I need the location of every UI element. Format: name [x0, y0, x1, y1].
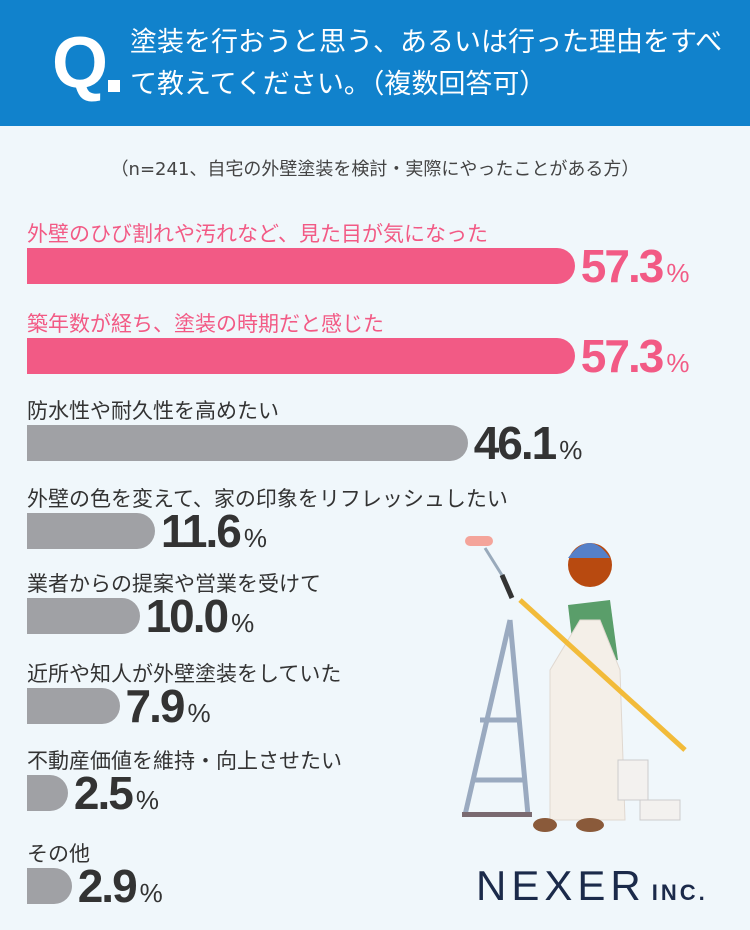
percent-sign: %: [666, 348, 690, 378]
bar: [27, 513, 155, 549]
category-label: 業者からの提案や営業を受けて: [27, 572, 321, 596]
logo-suffix: INC.: [651, 880, 708, 905]
sample-note: （n=241、自宅の外壁塗装を検討・実際にやったことがある方）: [110, 159, 640, 180]
q-dot: [108, 80, 120, 92]
value-label: 11.6%: [161, 504, 267, 558]
category-label: その他: [27, 842, 90, 866]
percent-sign: %: [187, 698, 211, 728]
logo-name: NEXER: [476, 862, 646, 909]
bar: [27, 775, 68, 811]
value-number: 2.5: [73, 767, 134, 819]
percent-sign: %: [559, 435, 583, 465]
ladder: [462, 619, 531, 816]
percent-sign: %: [135, 785, 159, 815]
category-label: 近所や知人が外壁塗装をしていた: [27, 662, 342, 686]
header: Q 塗装を行おうと思う、あるいは行った理由をすべて教えてください。（複数回答可）: [0, 0, 750, 126]
bar: [27, 868, 72, 904]
value-label: 57.3%: [581, 329, 690, 383]
percent-sign: %: [243, 523, 268, 553]
category-label: 外壁のひび割れや汚れなど、見た目が気になった: [27, 222, 488, 246]
category-label: 築年数が経ち、塗装の時期だと感じた: [27, 312, 384, 336]
category-label: 防水性や耐久性を高めたい: [27, 399, 279, 423]
value-number: 11.6: [160, 505, 242, 557]
value-number: 2.9: [77, 860, 138, 912]
bar: [27, 688, 120, 724]
nexer-logo: NEXER INC.: [476, 862, 708, 910]
bar: [27, 338, 575, 374]
value-label: 2.5%: [74, 766, 159, 820]
value-number: 57.3: [580, 240, 665, 292]
bar: [27, 598, 140, 634]
value-number: 7.9: [125, 680, 186, 732]
category-label: 外壁の色を変えて、家の印象をリフレッシュしたい: [27, 487, 508, 511]
value-number: 46.1: [473, 417, 558, 469]
percent-sign: %: [139, 878, 163, 908]
value-label: 2.9%: [78, 859, 163, 913]
value-number: 57.3: [580, 330, 665, 382]
value-label: 7.9%: [126, 679, 211, 733]
painter-illustration: [462, 536, 687, 832]
bar: [27, 425, 468, 461]
percent-sign: %: [666, 258, 690, 288]
value-label: 46.1%: [474, 416, 583, 470]
bar: [27, 248, 575, 284]
question-title: 塗装を行おうと思う、あるいは行った理由をすべて教えてください。（複数回答可）: [130, 27, 723, 100]
value-number: 10.0: [145, 590, 230, 642]
percent-sign: %: [231, 608, 255, 638]
category-label: 不動産価値を維持・向上させたい: [27, 749, 342, 773]
value-label: 10.0%: [146, 589, 255, 643]
value-label: 57.3%: [581, 239, 690, 293]
q-mark: Q: [52, 23, 108, 103]
